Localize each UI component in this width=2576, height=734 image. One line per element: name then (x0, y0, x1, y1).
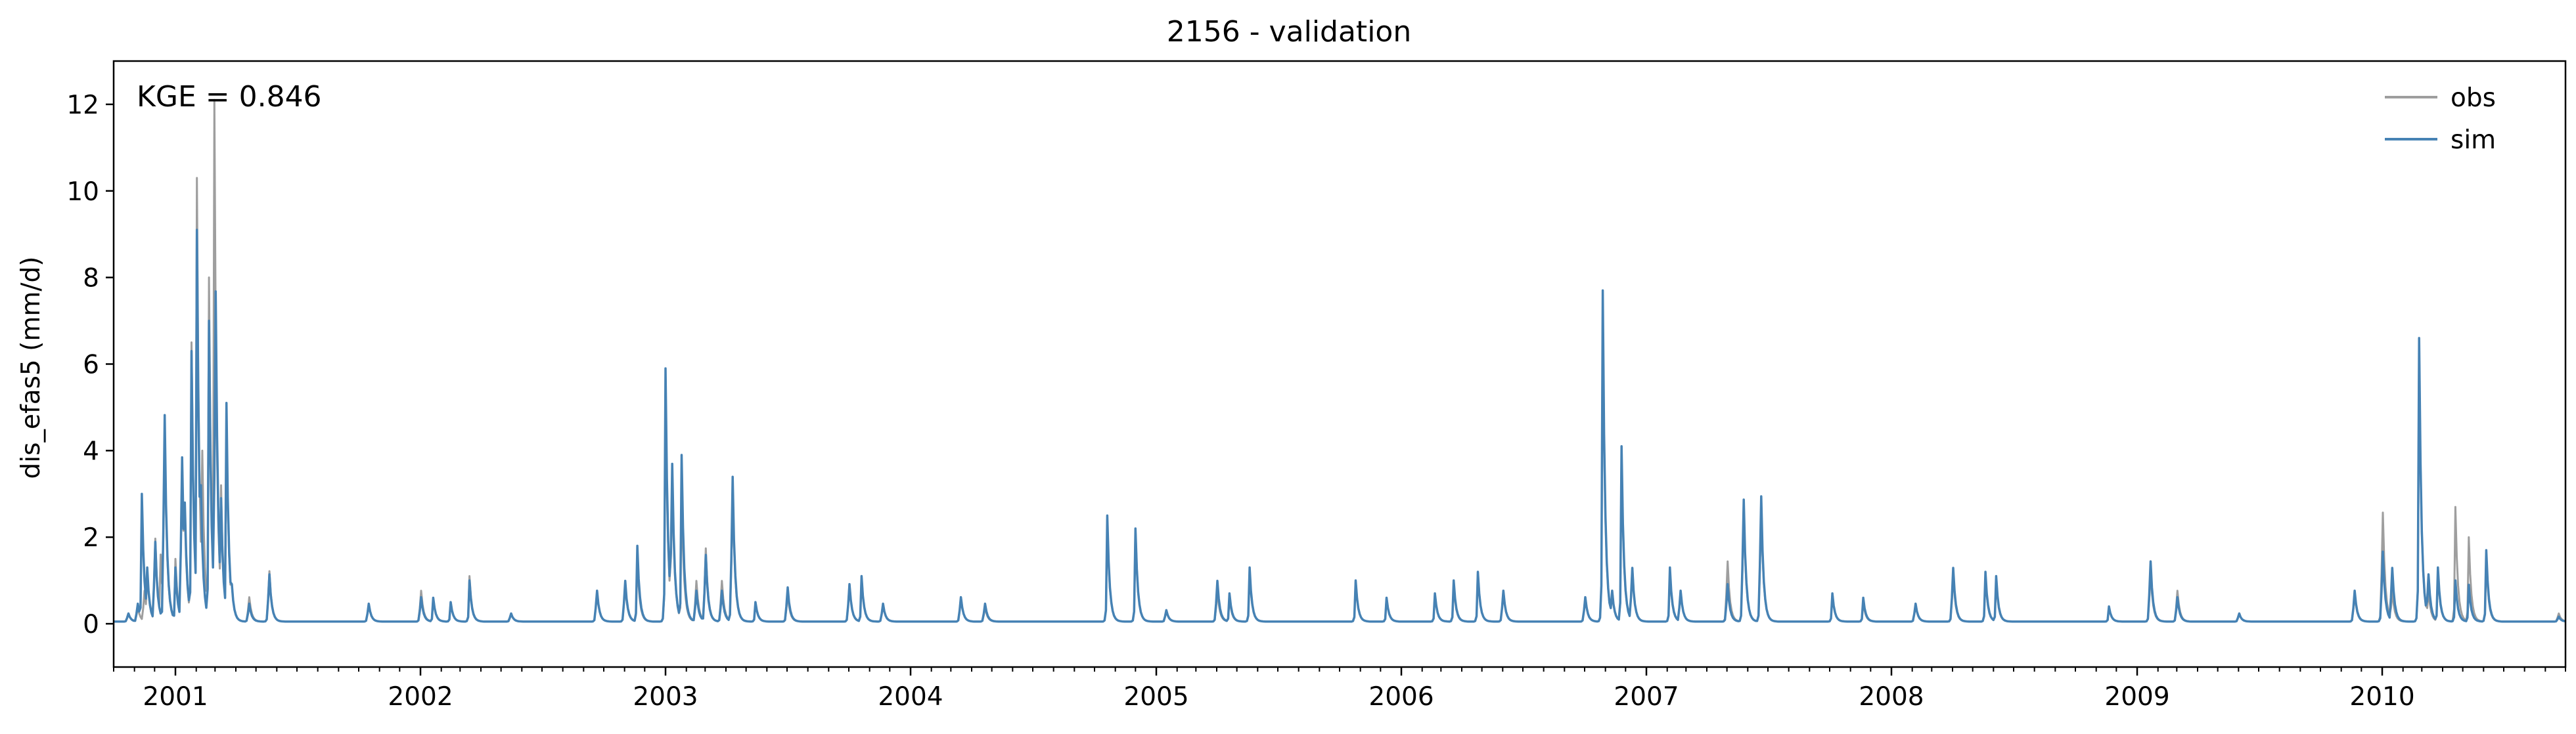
legend[interactable]: obs sim (2385, 83, 2496, 155)
y-tick-label: 12 (66, 91, 99, 120)
x-tick-label: 2006 (1368, 682, 1434, 712)
y-tick-label: 4 (83, 437, 99, 466)
x-tick-label: 2008 (1859, 682, 1924, 712)
kge-annotation: KGE = 0.846 (137, 80, 322, 114)
y-tick-label: 6 (83, 351, 99, 380)
y-tick-label: 2 (83, 523, 99, 553)
y-axis-label: dis_efas5 (mm/d) (16, 257, 46, 479)
y-tick-label: 0 (83, 610, 99, 639)
x-tick-label: 2010 (2349, 682, 2414, 712)
y-axis-ticks: 0 2 4 6 8 10 12 (66, 91, 114, 639)
series-line-sim (114, 228, 2566, 623)
chart-title: 2156 - validation (1167, 15, 1411, 49)
x-tick-label: 2003 (633, 682, 698, 712)
x-tick-label: 2007 (1614, 682, 1679, 712)
x-tick-label: 2004 (878, 682, 943, 712)
legend-obs-label: obs (2451, 83, 2496, 113)
legend-sim-label: sim (2451, 125, 2496, 155)
x-tick-label: 2002 (388, 682, 453, 712)
x-axis-ticks: 2001 2002 2003 2004 2005 2006 2007 2008 2009 2010 (113, 667, 2566, 712)
y-tick-label: 10 (66, 177, 99, 207)
x-tick-label: 2009 (2104, 682, 2169, 712)
y-tick-label: 8 (83, 264, 99, 293)
x-tick-label: 2005 (1123, 682, 1188, 712)
x-tick-label: 2001 (143, 682, 208, 712)
series-layer (114, 98, 2566, 623)
